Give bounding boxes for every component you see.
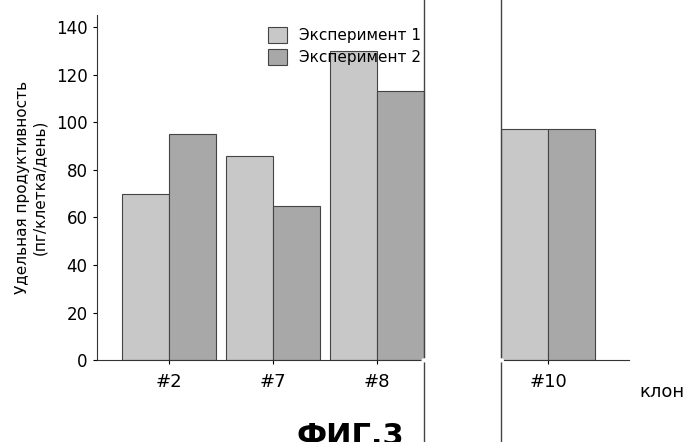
Text: клон: клон	[640, 383, 685, 401]
Bar	[226, 156, 273, 360]
Bar	[169, 134, 216, 360]
Legend: Эксперимент 1, Эксперимент 2: Эксперимент 1, Эксперимент 2	[264, 23, 426, 70]
Bar	[273, 206, 320, 360]
Bar	[548, 130, 596, 360]
Bar	[122, 194, 169, 360]
Text: ФИГ.3: ФИГ.3	[296, 422, 404, 442]
Y-axis label: Удельная продуктивность
(пг/клетка/день): Удельная продуктивность (пг/клетка/день)	[15, 81, 48, 294]
Bar	[501, 130, 548, 360]
Bar	[330, 51, 377, 360]
Bar	[377, 91, 424, 360]
